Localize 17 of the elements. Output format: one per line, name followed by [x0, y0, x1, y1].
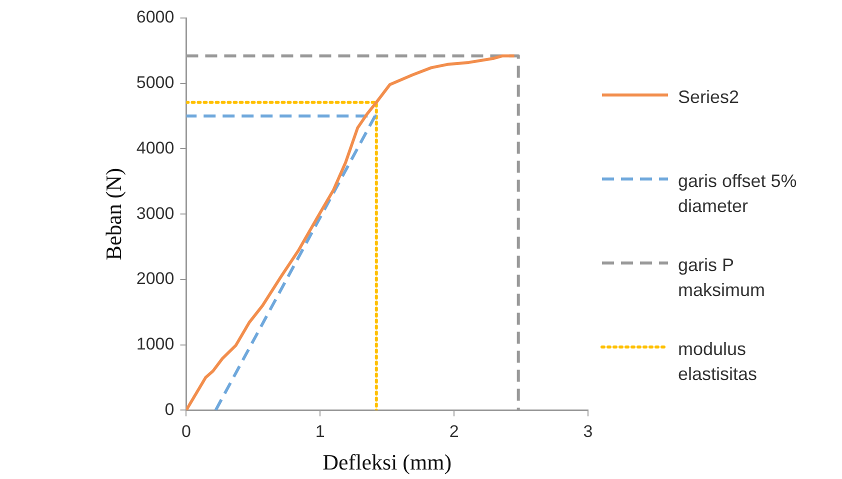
legend-label: garis P maksimum	[678, 254, 766, 302]
y-tick-label: 5000	[136, 73, 174, 92]
legend-label: garis offset 5% diameter	[678, 170, 798, 218]
y-tick-label: 6000	[136, 8, 174, 27]
legend-label: modulus elastisitas	[678, 338, 758, 386]
y-tick-label: 4000	[136, 138, 174, 158]
y-axis-title: Beban (N)	[100, 168, 126, 260]
x-axis-title: Defleksi (mm)	[322, 450, 452, 475]
legend-label: Series2	[678, 86, 740, 109]
y-tick-label: 2000	[136, 269, 174, 288]
x-tick-label: 3	[583, 422, 593, 442]
x-tick-label: 1	[315, 422, 325, 442]
x-tick-label: 0	[181, 422, 191, 442]
y-tick-label: 3000	[136, 204, 174, 223]
y-tick-label: 1000	[136, 334, 174, 354]
y-tick-label: 0	[164, 400, 174, 419]
x-tick-label: 2	[449, 422, 459, 442]
